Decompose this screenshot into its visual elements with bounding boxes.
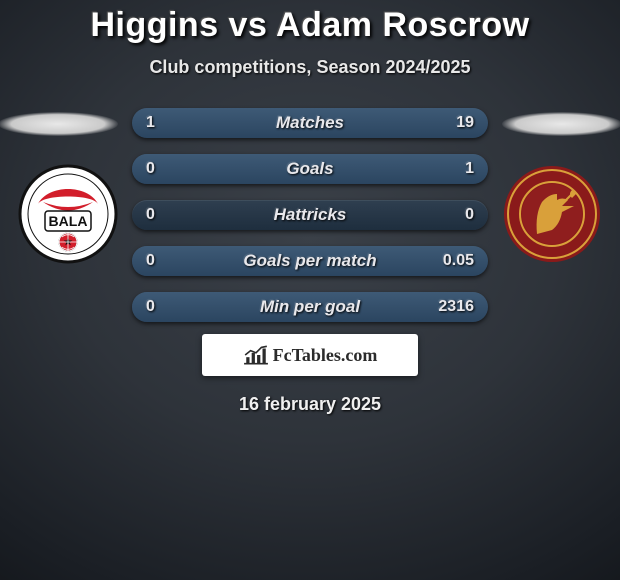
stat-bar: 00Hattricks — [132, 200, 488, 230]
stat-label: Matches — [132, 108, 488, 138]
cardiff-met-badge — [502, 164, 602, 264]
comparison-arena: BALA 119Matches 01Goals 00Hattricks 00.05Go… — [0, 108, 620, 338]
page-subtitle: Club competitions, Season 2024/2025 — [0, 57, 620, 78]
stat-label: Goals per match — [132, 246, 488, 276]
bala-town-badge: BALA — [18, 164, 118, 264]
svg-text:BALA: BALA — [49, 213, 88, 229]
stat-label: Goals — [132, 154, 488, 184]
stat-label: Hattricks — [132, 200, 488, 230]
stat-label: Min per goal — [132, 292, 488, 322]
page-title: Higgins vs Adam Roscrow — [0, 0, 620, 45]
stat-bar: 119Matches — [132, 108, 488, 138]
brand-chart-icon — [243, 344, 269, 366]
stat-bar: 01Goals — [132, 154, 488, 184]
date-label: 16 february 2025 — [0, 394, 620, 415]
brand-box: FcTables.com — [202, 334, 418, 376]
player-left-shadow — [0, 112, 118, 136]
stat-bar: 00.05Goals per match — [132, 246, 488, 276]
player-right-shadow — [502, 112, 620, 136]
brand-text: FcTables.com — [273, 345, 378, 366]
stat-bars: 119Matches 01Goals 00Hattricks 00.05Goals p… — [132, 108, 488, 338]
stat-bar: 02316Min per goal — [132, 292, 488, 322]
